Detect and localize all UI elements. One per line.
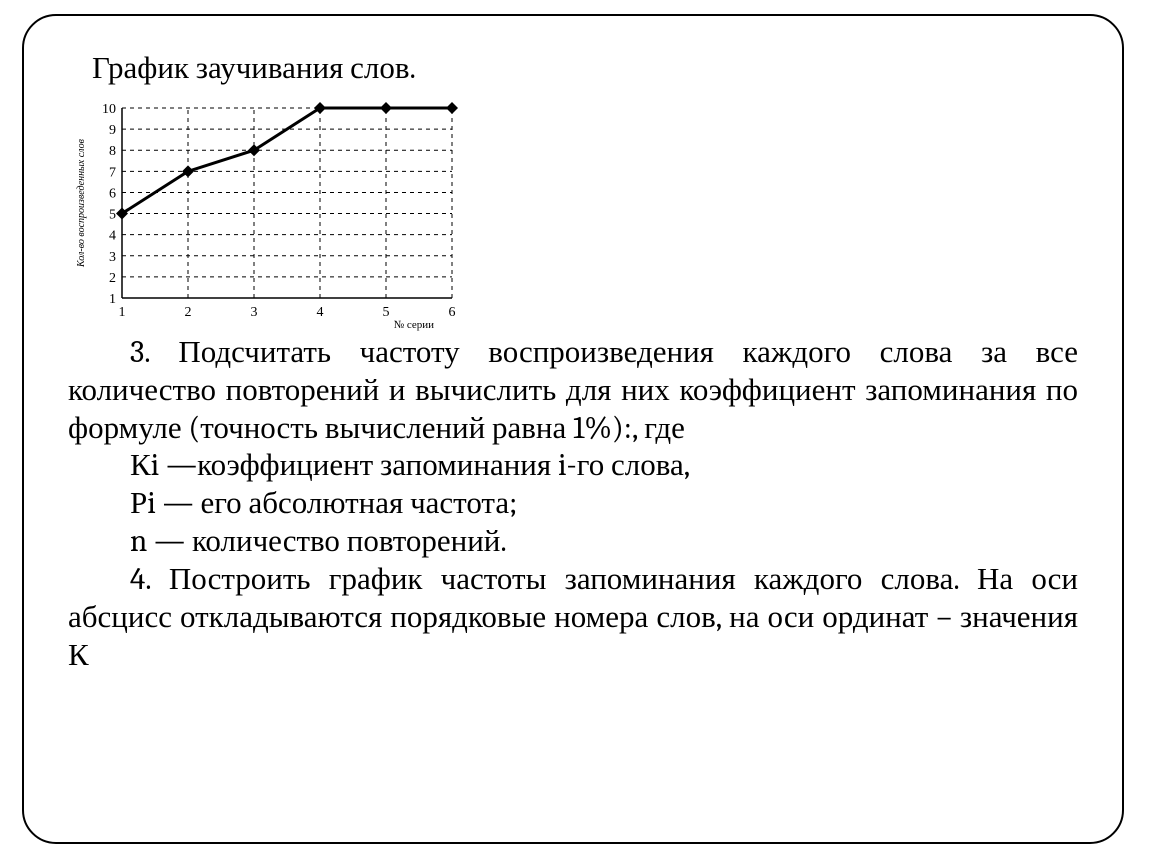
svg-text:3: 3 [251,305,258,320]
svg-text:5: 5 [109,208,116,223]
svg-text:3: 3 [109,250,116,265]
svg-text:№ серии: № серии [394,319,435,331]
svg-text:10: 10 [102,102,116,117]
chart-svg: 1 2 3 4 5 6 7 8 9 10 1 2 3 4 5 6 Кол-во воспроизведенных… [68,94,468,334]
page-title: График заучивания слов. [92,50,1078,86]
svg-text:6: 6 [449,305,456,320]
definition-n: n — количество повторений. [68,523,1078,561]
learning-chart: 1 2 3 4 5 6 7 8 9 10 1 2 3 4 5 6 Кол-во воспроизведенных… [68,94,1078,334]
svg-text:9: 9 [109,123,116,138]
paragraph-4: 4. Построить график частоты запоминания … [68,561,1078,674]
svg-text:6: 6 [109,186,116,201]
body-text: 3. Подсчитать частоту воспроизведения ка… [68,334,1078,674]
svg-text:4: 4 [317,305,324,320]
slide-card: График заучивания слов. 1 2 3 4 5 6 7 8 9 10 1 2 3 4 5… [22,14,1124,844]
svg-text:5: 5 [383,305,390,320]
definition-pi: Рi — его абсолютная частота; [68,485,1078,523]
svg-text:1: 1 [119,305,126,320]
svg-text:4: 4 [109,229,116,244]
svg-text:2: 2 [185,305,192,320]
paragraph-3: 3. Подсчитать частоту воспроизведения ка… [68,334,1078,447]
definition-ki: Кi —коэффициент запоминания i-го слова, [68,447,1078,485]
svg-text:Кол-во воспроизведенных слов: Кол-во воспроизведенных слов [76,138,87,268]
svg-text:8: 8 [109,144,116,159]
svg-text:2: 2 [109,271,116,286]
svg-text:7: 7 [109,165,116,180]
svg-text:1: 1 [109,292,116,307]
